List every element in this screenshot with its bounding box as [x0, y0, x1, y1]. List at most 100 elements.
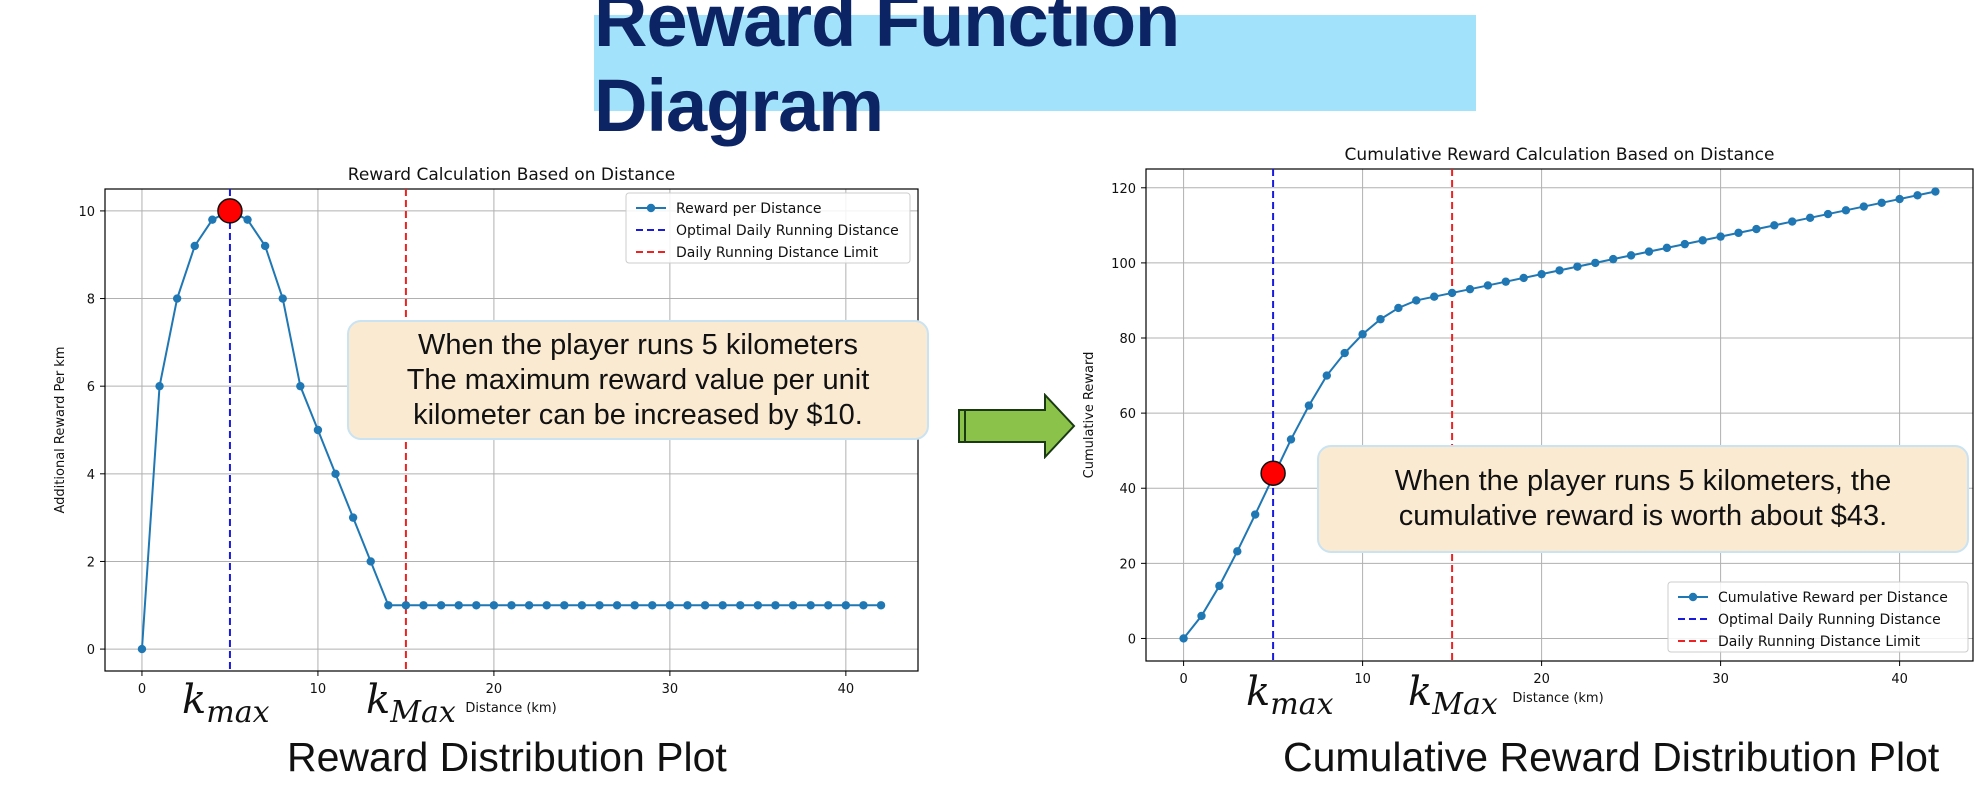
cumulative-reward-annotation: When the player runs 5 kilometers, the c… — [1317, 445, 1969, 553]
title-banner: Reward Function Diagram — [594, 0, 1476, 147]
chart-title: Cumulative Reward Calculation Based on D… — [1345, 145, 1775, 165]
data-point — [824, 601, 833, 610]
data-point — [172, 294, 182, 303]
k-math-label: kmax — [182, 677, 270, 730]
data-point — [137, 644, 147, 654]
data-point — [542, 601, 551, 610]
y-tick-label: 80 — [1119, 332, 1136, 347]
data-point — [524, 601, 534, 610]
y-tick-label: 6 — [87, 380, 95, 395]
data-point — [1376, 315, 1385, 324]
data-point — [1537, 269, 1546, 279]
data-point — [208, 215, 217, 224]
x-tick-label: 30 — [662, 682, 679, 697]
data-point — [859, 601, 868, 610]
k-math-label: kMax — [366, 677, 456, 730]
data-point — [683, 601, 692, 610]
legend-marker — [1688, 592, 1698, 602]
data-point — [665, 601, 675, 610]
data-point — [1662, 243, 1672, 253]
y-tick-label: 40 — [1119, 482, 1136, 497]
k-math-label: kMax — [1408, 669, 1498, 722]
data-point — [1304, 401, 1314, 410]
data-point — [1465, 284, 1475, 294]
legend-marker — [646, 203, 656, 213]
data-point — [278, 294, 287, 303]
data-point — [1931, 187, 1940, 196]
data-point — [1895, 194, 1904, 204]
x-tick-label: 10 — [1354, 672, 1371, 687]
data-point — [1483, 281, 1493, 290]
data-point — [753, 601, 763, 610]
legend-label: Optimal Daily Running Distance — [676, 223, 899, 239]
data-point — [1716, 232, 1725, 241]
data-point — [1734, 228, 1743, 238]
x-tick-label: 20 — [1533, 672, 1550, 687]
data-point — [1609, 254, 1618, 264]
data-point — [1215, 581, 1224, 591]
legend-label: Daily Running Distance Limit — [1718, 634, 1921, 650]
x-axis-label: Distance (km) — [465, 701, 556, 716]
data-point — [366, 557, 375, 566]
annotation-line: kilometer can be increased by $10. — [413, 398, 863, 431]
data-point — [1823, 209, 1833, 219]
data-point — [331, 469, 340, 479]
data-point — [419, 601, 428, 610]
data-point — [630, 601, 639, 610]
data-point — [1412, 296, 1421, 305]
y-axis-label: Cumulative Reward — [1082, 352, 1097, 479]
x-tick-label: 10 — [310, 682, 327, 697]
x-axis-label: Distance (km) — [1512, 691, 1603, 706]
data-point — [1429, 292, 1439, 301]
data-point — [771, 601, 780, 610]
data-point — [841, 601, 851, 610]
annotation-line: When the player runs 5 kilometers — [417, 328, 858, 361]
data-point — [313, 425, 323, 435]
data-point — [876, 601, 886, 610]
legend-label: Cumulative Reward per Distance — [1718, 590, 1948, 606]
highlight-point — [1260, 460, 1286, 486]
data-point — [1501, 277, 1510, 286]
legend-label: Optimal Daily Running Distance — [1718, 612, 1941, 628]
data-point — [595, 601, 604, 610]
y-tick-label: 2 — [87, 555, 95, 570]
data-point — [560, 601, 569, 610]
data-point — [1197, 611, 1206, 621]
data-point — [1555, 266, 1564, 275]
legend-label: Reward per Distance — [676, 201, 822, 217]
chart-title: Reward Calculation Based on Distance — [348, 165, 675, 185]
data-point — [454, 601, 463, 610]
page-title: Reward Function Diagram — [594, 0, 1180, 147]
data-point — [788, 601, 798, 610]
data-point — [1644, 247, 1654, 256]
data-point — [472, 601, 481, 610]
data-point — [243, 215, 252, 224]
data-point — [1591, 258, 1600, 268]
data-point — [401, 601, 411, 610]
plot-frame — [1145, 168, 1974, 662]
y-tick-label: 20 — [1119, 557, 1136, 572]
y-tick-label: 8 — [87, 293, 95, 308]
legend-box — [1667, 581, 1969, 653]
max-reward-annotation: When the player runs 5 kilometers The ma… — [347, 320, 929, 440]
y-tick-label: 0 — [1128, 632, 1136, 647]
data-point — [1394, 303, 1403, 313]
y-tick-label: 60 — [1119, 407, 1136, 422]
right-plot-caption: Cumulative Reward Distribution Plot — [1283, 734, 1940, 780]
data-point — [1698, 236, 1707, 245]
y-axis-label: Additional Reward Per km — [53, 347, 68, 514]
x-tick-label: 40 — [838, 682, 855, 697]
data-point — [1841, 206, 1851, 215]
data-point — [1877, 198, 1886, 208]
legend-label: Daily Running Distance Limit — [676, 245, 879, 261]
data-point — [1770, 221, 1779, 230]
data-point — [260, 241, 270, 251]
y-tick-label: 4 — [87, 468, 95, 483]
data-point — [507, 601, 516, 610]
data-point — [1322, 371, 1331, 380]
data-point — [155, 381, 164, 391]
data-point — [806, 601, 815, 610]
data-point — [489, 601, 499, 610]
data-point — [436, 601, 446, 610]
